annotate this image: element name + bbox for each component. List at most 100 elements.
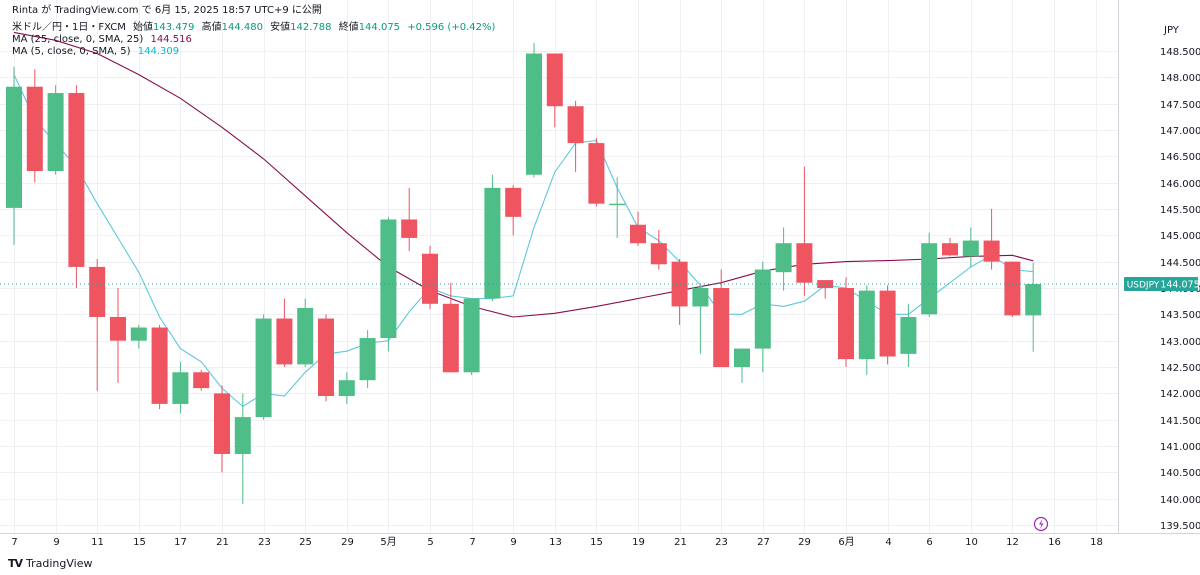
candle-body (172, 372, 189, 404)
candle-down[interactable] (983, 208, 1000, 270)
price-tick-label: 146.000 (1160, 179, 1200, 190)
price-tick-label: 148.500 (1160, 47, 1200, 58)
time-tick-label: 13 (549, 537, 562, 548)
candle-down[interactable] (838, 277, 854, 368)
candle-down[interactable] (276, 298, 293, 368)
candle-down[interactable] (26, 69, 43, 183)
candle-up[interactable] (47, 85, 64, 175)
candle-down[interactable] (817, 280, 834, 299)
candle-up[interactable] (130, 324, 147, 349)
candle-down[interactable] (214, 385, 230, 473)
lightning-icon[interactable] (1033, 516, 1049, 532)
candle-up[interactable] (6, 66, 22, 245)
candle-up[interactable] (754, 261, 771, 373)
candle-up[interactable] (775, 227, 792, 291)
candle-body (879, 290, 896, 357)
candle-body (463, 298, 480, 373)
candle-body (588, 143, 605, 204)
candle-down[interactable] (546, 53, 563, 128)
time-tick-label: 23 (715, 537, 728, 548)
time-tick-label: 15 (133, 537, 146, 548)
candle-down[interactable] (151, 324, 168, 410)
candle-body (775, 243, 792, 273)
candle-down[interactable] (650, 230, 667, 270)
candle-body (650, 243, 667, 265)
candle-down[interactable] (671, 259, 688, 325)
candle-body (609, 203, 626, 206)
candle-body (838, 287, 854, 360)
candle-body (1025, 284, 1042, 316)
price-tick-label: 147.500 (1160, 100, 1200, 111)
ma5-legend[interactable]: MA (5, close, 0, SMA, 5) 144.309 (12, 46, 183, 58)
currency-label: JPY (1163, 25, 1180, 36)
candle-down[interactable] (567, 100, 584, 173)
candle-down[interactable] (879, 285, 896, 365)
time-tick-label: 9 (53, 537, 59, 548)
brand-name: TradingView (26, 557, 93, 570)
time-tick-label: 12 (1006, 537, 1019, 548)
close-label: 終値 (338, 22, 359, 33)
ma25-legend[interactable]: MA (25, close, 0, SMA, 25) 144.516 (12, 34, 196, 46)
candle-down[interactable] (1004, 261, 1021, 317)
candle-down[interactable] (193, 369, 210, 391)
symbol-line[interactable]: 米ドル／円・1日・FXCM (12, 22, 126, 33)
candle-down[interactable] (588, 137, 605, 207)
time-tick-label: 15 (590, 537, 603, 548)
candle-body (214, 393, 230, 454)
candle-up[interactable] (234, 393, 251, 505)
candle-down[interactable] (942, 237, 958, 257)
candle-down[interactable] (422, 245, 438, 310)
candle-body (567, 106, 584, 144)
candle-up[interactable] (338, 372, 355, 404)
candle-up[interactable] (962, 227, 979, 267)
candle-down[interactable] (318, 314, 334, 402)
candle-up[interactable] (297, 298, 314, 368)
chart-overlay: USDJPY 144.075 (0, 0, 1200, 534)
candle-up[interactable] (609, 177, 626, 238)
candle-body (318, 318, 334, 397)
candle-up[interactable] (858, 285, 875, 375)
tradingview-logo-icon: TV (8, 557, 23, 570)
price-tick-label: 141.500 (1160, 416, 1200, 427)
candle-body (858, 290, 875, 360)
candle-up[interactable] (526, 42, 542, 178)
candle-up[interactable] (1025, 262, 1042, 352)
candle-up[interactable] (921, 232, 938, 317)
candle-down[interactable] (68, 85, 85, 288)
time-tick-label: 9 (510, 537, 516, 548)
tradingview-brand[interactable]: TV TradingView (8, 557, 93, 570)
ma5-label: MA (5, close, 0, SMA, 5) (12, 46, 131, 57)
time-tick-label: 4 (885, 537, 891, 548)
candle-up[interactable] (692, 285, 709, 354)
candle-body (900, 316, 917, 354)
candle-down[interactable] (796, 166, 813, 296)
time-tick-label: 23 (258, 537, 271, 548)
time-tick-label: 21 (216, 537, 229, 548)
candle-body (546, 53, 563, 107)
candle-up[interactable] (463, 298, 480, 375)
price-tick-label: 142.000 (1160, 389, 1200, 400)
high-value: 144.480 (221, 22, 263, 33)
candle-down[interactable] (401, 187, 418, 252)
candle-body (47, 93, 64, 172)
candle-up[interactable] (484, 174, 501, 302)
candle-body (484, 187, 501, 299)
time-axis[interactable]: 7 9 11 15 17 21 23 25 29 5月 5 7 9 13 15 19 21 23 27 29 6月 4 6 1… (11, 536, 1103, 548)
candle-up[interactable] (734, 348, 750, 383)
candle-body (692, 287, 709, 307)
last-price-tag-bg (1162, 277, 1198, 292)
candle-up[interactable] (359, 330, 376, 389)
ma25-line-layer (13, 31, 1034, 318)
candle-up[interactable] (900, 303, 917, 368)
candle-down[interactable] (713, 269, 730, 368)
time-tick-label: 19 (632, 537, 645, 548)
candle-down[interactable] (110, 287, 126, 383)
candle-up[interactable] (255, 314, 272, 420)
candle-up[interactable] (172, 361, 189, 414)
candle-down[interactable] (630, 211, 646, 246)
price-axis[interactable]: 139.500 140.000 140.500 141.000 141.500 142.0… (1160, 25, 1200, 532)
candle-down[interactable] (442, 282, 459, 373)
candle-down[interactable] (89, 259, 106, 391)
candle-down[interactable] (505, 185, 522, 236)
